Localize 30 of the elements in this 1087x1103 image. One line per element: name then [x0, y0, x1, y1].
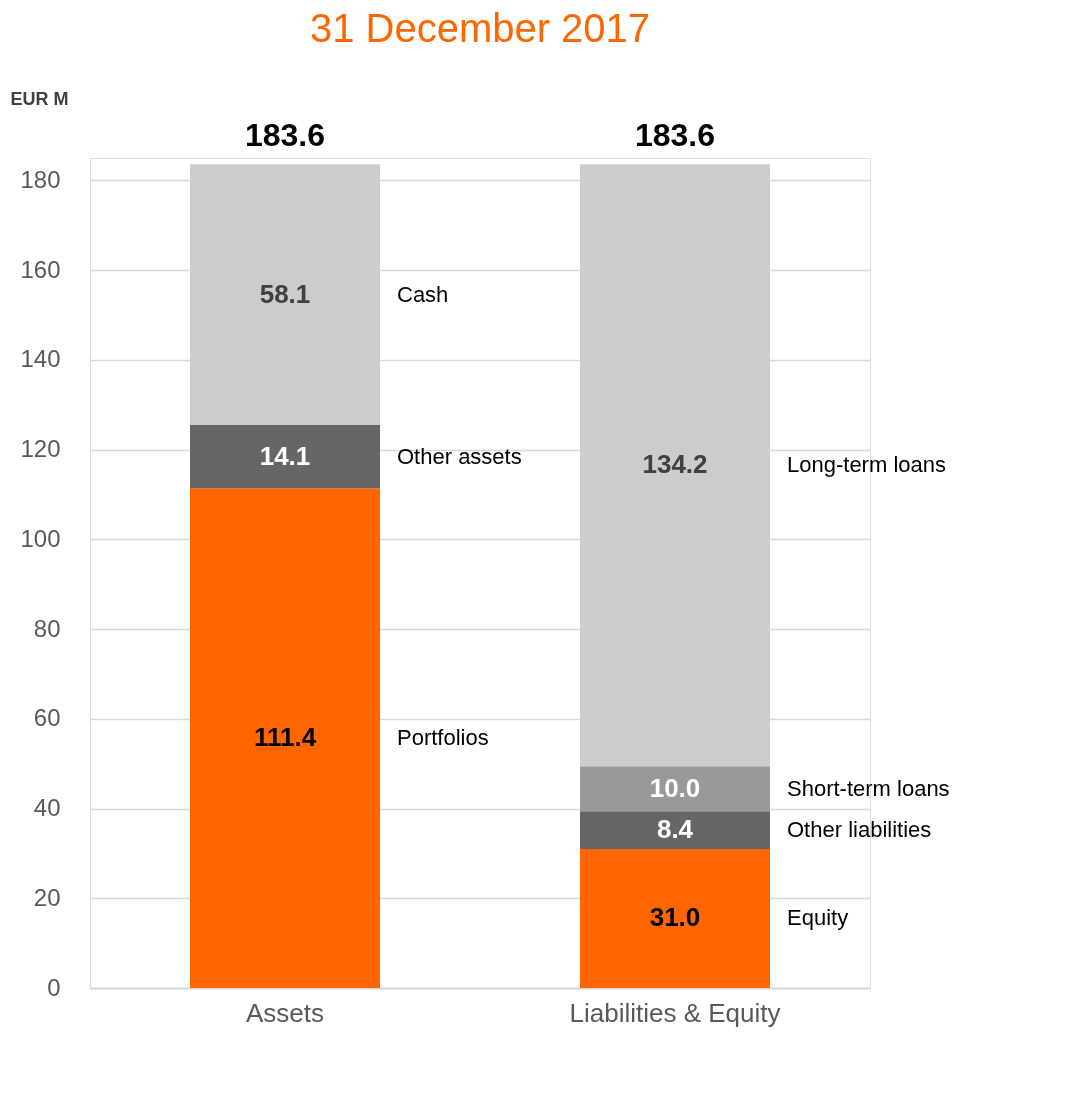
series-label: Other assets — [397, 443, 522, 469]
data-label: 10.0 — [649, 772, 701, 803]
series-label: Other liabilities — [787, 817, 932, 843]
y-tick-label: 120 — [20, 435, 61, 463]
y-tick-label: 100 — [20, 524, 61, 552]
series-label: Cash — [397, 281, 449, 307]
data-label: 8.4 — [656, 814, 694, 845]
x-tick-label: Liabilities & Equity — [569, 997, 781, 1028]
series-label: Short-term loans — [787, 775, 950, 801]
y-tick-label: 160 — [20, 255, 61, 283]
data-label: 58.1 — [259, 278, 311, 309]
y-tick-label: 140 — [20, 345, 61, 373]
y-axis-title: EUR M — [10, 88, 69, 109]
total-label: 183.6 — [634, 117, 716, 154]
y-tick-label: 40 — [33, 794, 61, 822]
y-tick-label: 0 — [47, 973, 61, 1001]
y-tick-label: 80 — [33, 614, 61, 642]
data-label: 111.4 — [253, 722, 317, 753]
x-tick-label: Assets — [245, 997, 325, 1028]
chart-title: 31 December 2017 — [309, 6, 651, 50]
data-label: 134.2 — [642, 449, 708, 480]
y-tick-label: 60 — [33, 704, 61, 732]
total-label: 183.6 — [244, 117, 326, 154]
series-label: Equity — [787, 905, 849, 931]
data-label: 31.0 — [649, 902, 701, 933]
y-tick-label: 180 — [20, 165, 61, 193]
data-label: 14.1 — [259, 440, 311, 471]
y-tick-label: 20 — [33, 883, 61, 911]
series-label: Long-term loans — [787, 452, 946, 478]
series-label: Portfolios — [397, 725, 489, 751]
